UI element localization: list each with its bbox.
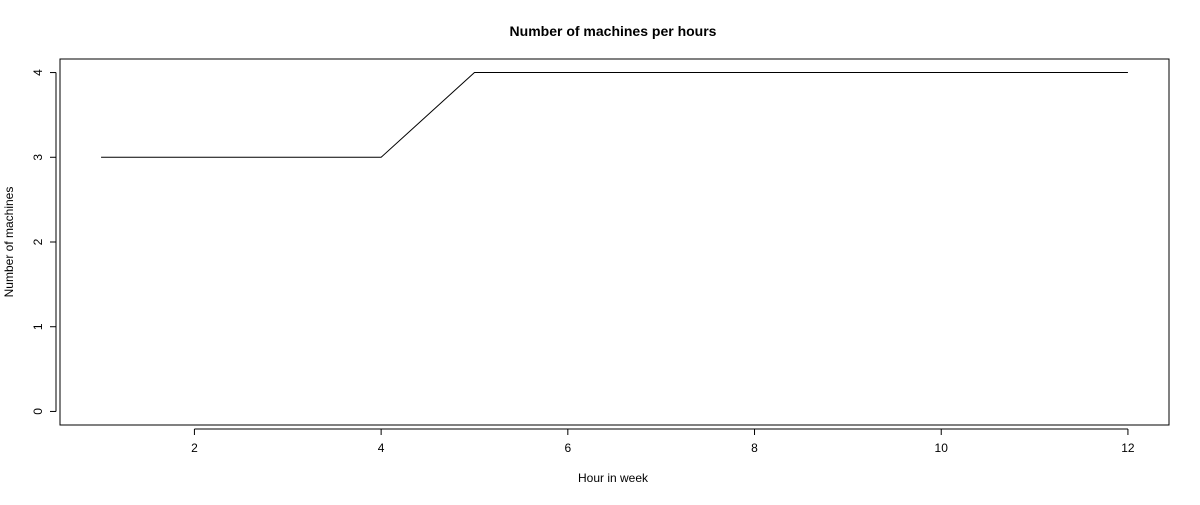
- x-tick-label: 12: [1121, 441, 1135, 455]
- x-tick-label: 8: [751, 441, 758, 455]
- x-tick-label: 10: [935, 441, 949, 455]
- x-tick-label: 6: [564, 441, 571, 455]
- y-axis: 0 1 2 3 4: [31, 69, 57, 415]
- x-axis-label: Hour in week: [578, 471, 649, 485]
- x-tick-label: 2: [191, 441, 198, 455]
- series-line: [101, 72, 1128, 158]
- x-tick-label: 4: [378, 441, 385, 455]
- y-tick-label: 2: [31, 238, 45, 245]
- plot-frame: [59, 58, 1170, 426]
- y-axis-label: Number of machines: [2, 187, 16, 298]
- x-axis: 2 4 6 8 10 12: [191, 428, 1135, 455]
- y-tick-label: 3: [31, 154, 45, 161]
- series-group: [101, 72, 1128, 158]
- y-tick-label: 1: [31, 323, 45, 330]
- chart-title: Number of machines per hours: [510, 23, 717, 39]
- y-tick-label: 0: [31, 408, 45, 415]
- y-tick-label: 4: [31, 69, 45, 76]
